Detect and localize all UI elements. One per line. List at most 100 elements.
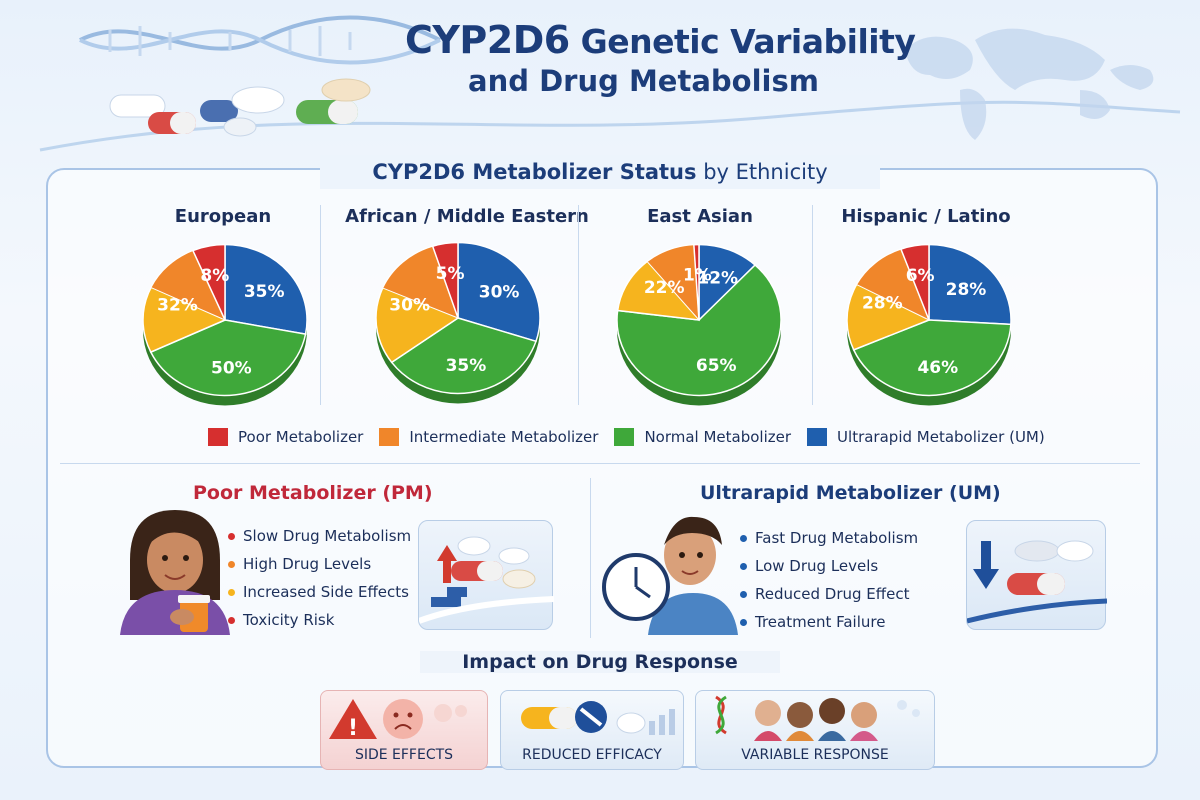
bullet-dot	[228, 589, 235, 596]
pie-data-label: 22%	[644, 278, 685, 298]
bullet-dot	[228, 533, 235, 540]
pie-title-european: European	[174, 206, 272, 227]
impact-label: VARIABLE RESPONSE	[741, 747, 889, 763]
woman-avatar-icon	[120, 510, 230, 635]
section-title: CYP2D6 Metabolizer Status by Ethnicity	[320, 155, 880, 189]
list-item: High Drug Levels	[228, 550, 411, 578]
pie-slice-shade	[382, 245, 459, 319]
warning-icon: !	[329, 699, 467, 741]
impact-card-reduced-efficacy: REDUCED EFFICACY	[500, 690, 684, 770]
pm-bullets: Slow Drug Metabolism High Drug Levels In…	[228, 522, 411, 634]
list-item: Reduced Drug Effect	[740, 580, 918, 608]
pie-data-label: 28%	[946, 280, 987, 300]
divider	[812, 205, 813, 405]
header: CYP2D6 Genetic Variability and Drug Meta…	[0, 0, 1200, 160]
pie-slice	[928, 243, 1012, 326]
pie-slice	[616, 263, 782, 397]
legend-swatch	[807, 428, 828, 446]
bullet-text: Reduced Drug Effect	[755, 585, 910, 603]
header-decoration	[39, 15, 1181, 152]
legend-swatch	[208, 428, 228, 446]
bullet-dot	[740, 535, 747, 542]
pie-data-label: 30%	[479, 283, 520, 303]
impact-label: SIDE EFFECTS	[354, 747, 454, 763]
pie-title-hispanic: Hispanic / Latino	[841, 206, 1011, 227]
pie-slice	[191, 243, 226, 321]
pie-data-label: 65%	[696, 356, 737, 376]
title-rest: Genetic Variability	[569, 22, 916, 61]
pie-slice	[224, 243, 308, 336]
legend-item-normal: Normal Metabolizer	[614, 428, 791, 446]
um-bullets: Fast Drug Metabolism Low Drug Levels Red…	[740, 524, 918, 636]
list-item: Toxicity Risk	[228, 606, 411, 634]
legend-item-poor: Poor Metabolizer	[208, 428, 363, 446]
section-title-light: by Ethnicity	[696, 160, 828, 184]
legend-label: Intermediate Metabolizer	[409, 428, 599, 446]
bullet-dot	[740, 563, 747, 570]
pie-data-label: 6%	[906, 266, 935, 286]
pm-title: Poor Metabolizer (PM)	[193, 482, 433, 504]
list-item: Low Drug Levels	[740, 552, 918, 580]
pill-blocked-icon	[521, 701, 675, 735]
bullet-dot	[740, 619, 747, 626]
pill-down-arrow-icon	[966, 540, 1108, 624]
pie-slice	[390, 317, 537, 395]
chart-legend: Poor Metabolizer Intermediate Metabolize…	[208, 425, 1061, 449]
title-gene-name: CYP2D6	[405, 18, 570, 62]
list-item: Fast Drug Metabolism	[740, 524, 918, 552]
pie-slice	[693, 243, 700, 321]
bullet-text: Toxicity Risk	[243, 611, 335, 629]
bullet-dot	[228, 617, 235, 624]
legend-label: Normal Metabolizer	[644, 428, 792, 446]
bullet-dot	[228, 561, 235, 568]
pie-data-label: 8%	[200, 266, 229, 286]
pie-data-label: 30%	[389, 296, 430, 316]
pm-illustration-card	[417, 520, 555, 630]
svg-text:!: !	[348, 716, 358, 741]
pie-slice	[899, 243, 930, 321]
section-divider	[60, 463, 1140, 464]
bullet-text: Low Drug Levels	[755, 557, 879, 575]
bullet-text: Increased Side Effects	[243, 583, 409, 601]
um-illustration-card	[966, 520, 1108, 630]
legend-item-ultrarapid: Ultrarapid Metabolizer (UM)	[807, 428, 1045, 446]
people-dna-icon	[715, 695, 920, 741]
bullet-dot	[740, 591, 747, 598]
legend-label: Poor Metabolizer	[238, 428, 364, 446]
page-subtitle: and Drug Metabolism	[468, 64, 819, 98]
list-item: Treatment Failure	[740, 608, 918, 636]
world-map-icon	[905, 28, 1154, 140]
bullet-text: Treatment Failure	[755, 613, 886, 631]
pie-data-label: 50%	[211, 358, 252, 378]
legend-label: Ultrarapid Metabolizer (UM)	[837, 428, 1045, 446]
pie-slice	[852, 319, 1012, 397]
pie-title-african: African / Middle Eastern	[345, 206, 589, 227]
pie-data-label: 35%	[446, 356, 487, 376]
legend-swatch	[614, 428, 635, 446]
pie-slice	[457, 241, 541, 343]
pie-slice	[698, 243, 757, 322]
bullet-text: Slow Drug Metabolism	[243, 527, 412, 545]
impact-label: REDUCED EFFICACY	[522, 747, 662, 763]
pill-up-arrow-icon	[417, 536, 555, 624]
pie-data-label: 1%	[683, 265, 712, 285]
bullet-text: High Drug Levels	[243, 555, 372, 573]
impact-card-variable-response: VARIABLE RESPONSE	[695, 690, 935, 770]
list-item: Slow Drug Metabolism	[228, 522, 411, 550]
pie-data-label: 5%	[436, 264, 465, 284]
pie-title-east-asian: East Asian	[647, 206, 753, 227]
pie-data-label: 32%	[157, 295, 198, 315]
impact-title: Impact on Drug Response	[420, 651, 780, 673]
pie-data-label: 28%	[862, 293, 903, 313]
list-item: Increased Side Effects	[228, 578, 411, 606]
impact-card-side-effects: ! SIDE EFFECTS	[320, 690, 488, 770]
pills-icon	[109, 78, 371, 137]
legend-item-intermediate: Intermediate Metabolizer	[379, 428, 598, 446]
divider	[578, 205, 579, 405]
divider	[590, 478, 591, 638]
dna-helix-icon	[79, 15, 441, 65]
man-clock-avatar-icon	[602, 516, 738, 635]
pie-data-label: 12%	[697, 269, 738, 289]
um-title: Ultrarapid Metabolizer (UM)	[700, 482, 1001, 504]
